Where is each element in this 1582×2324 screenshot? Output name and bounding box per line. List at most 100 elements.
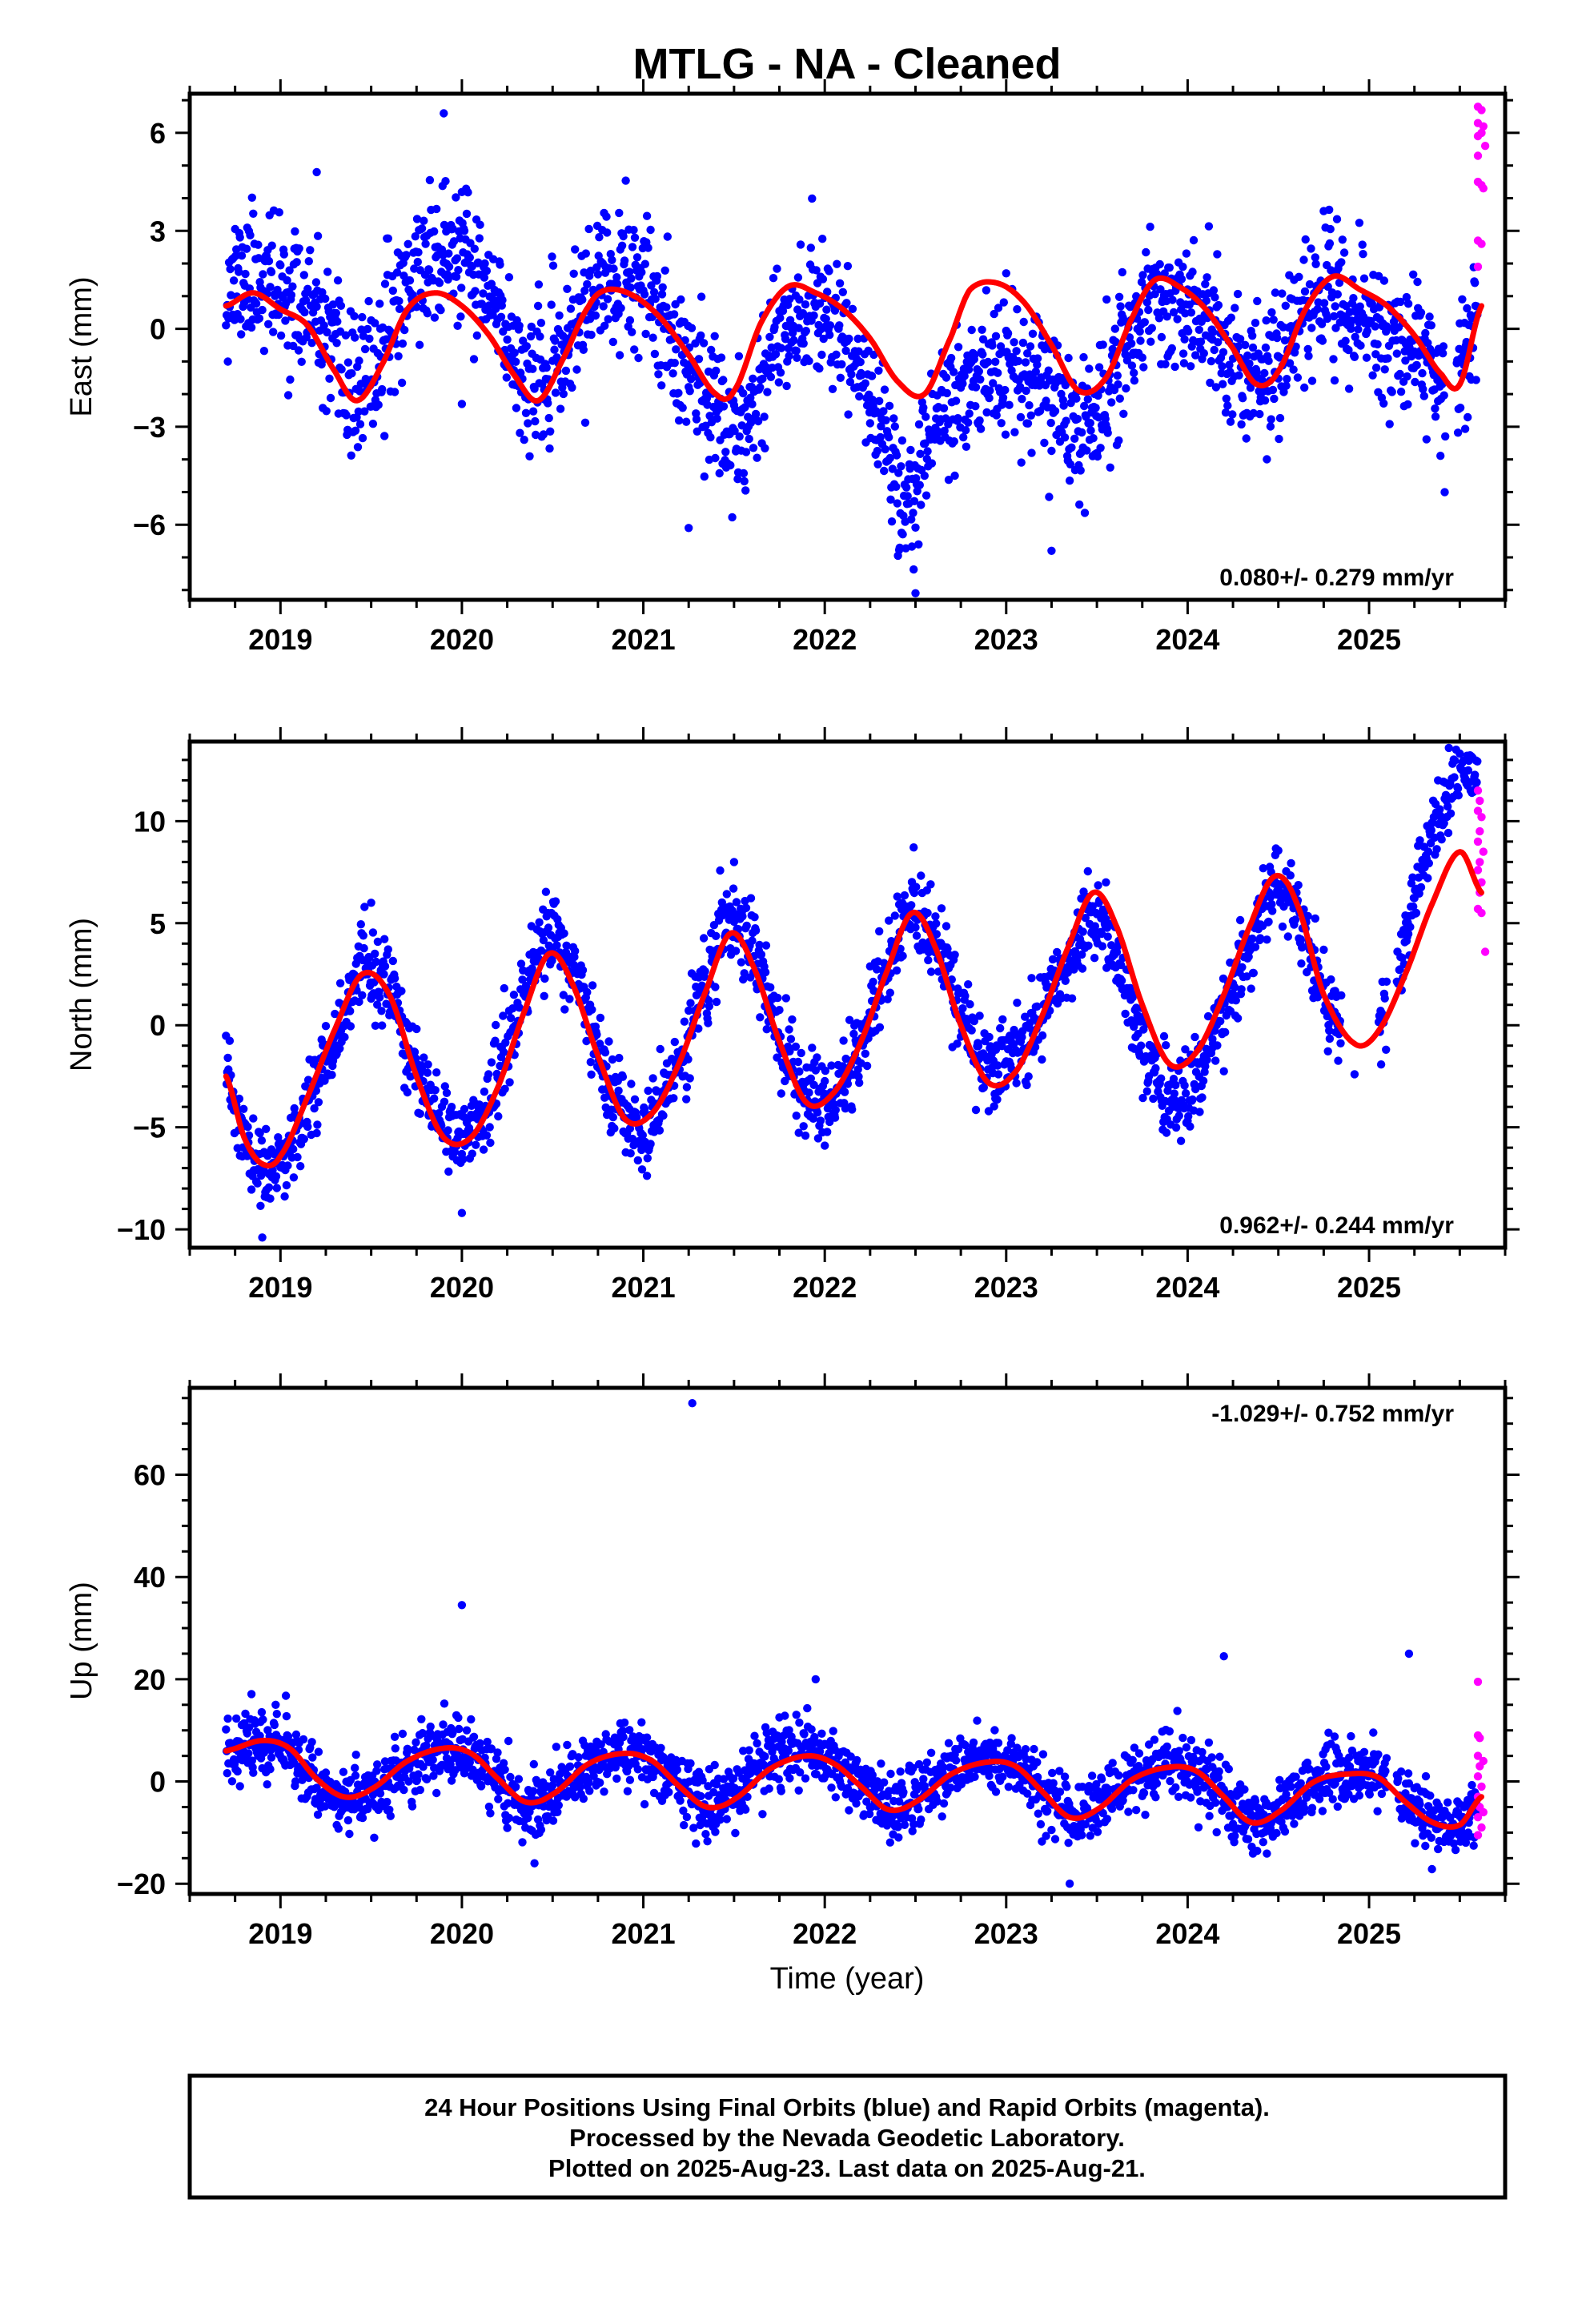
up-final-point bbox=[290, 1759, 299, 1768]
east-final-point bbox=[397, 378, 407, 388]
up-final-point bbox=[386, 1811, 395, 1820]
north-final-point bbox=[1238, 963, 1247, 972]
up-final-point bbox=[416, 1785, 424, 1795]
east-final-point bbox=[394, 352, 403, 360]
north-final-point bbox=[1243, 972, 1251, 981]
east-rapid-point bbox=[1473, 151, 1483, 160]
east-final-point bbox=[412, 215, 422, 223]
east-final-point bbox=[808, 194, 817, 203]
north-final-point bbox=[793, 1057, 803, 1067]
up-final-point bbox=[272, 1710, 281, 1719]
east-final-point bbox=[909, 565, 918, 574]
east-final-point bbox=[609, 264, 618, 273]
east-final-point bbox=[292, 258, 301, 267]
east-final-point bbox=[838, 287, 848, 296]
north-final-point bbox=[1382, 1045, 1391, 1055]
east-final-point bbox=[821, 315, 830, 324]
east-final-point bbox=[1167, 344, 1177, 353]
east-final-point bbox=[561, 366, 571, 376]
east-final-point bbox=[845, 377, 855, 387]
east-final-point bbox=[1248, 332, 1257, 340]
north-final-point bbox=[808, 1043, 817, 1052]
north-final-point bbox=[559, 991, 568, 999]
east-final-point bbox=[842, 299, 851, 308]
east-final-point bbox=[318, 287, 327, 297]
north-final-point bbox=[239, 1104, 248, 1114]
north-final-point bbox=[883, 995, 892, 1003]
east-final-point bbox=[405, 276, 415, 285]
north-final-point bbox=[942, 922, 951, 931]
north-final-point bbox=[1451, 756, 1460, 765]
east-final-point bbox=[229, 276, 239, 285]
east-final-point bbox=[873, 446, 882, 456]
east-final-point bbox=[430, 227, 439, 236]
north-final-point bbox=[900, 891, 909, 900]
north-x-tick-label: 2022 bbox=[793, 1271, 857, 1304]
east-final-point bbox=[621, 176, 630, 185]
north-final-point bbox=[1094, 881, 1102, 890]
north-final-point bbox=[243, 1122, 252, 1132]
north-final-point bbox=[1171, 1123, 1181, 1132]
north-final-point bbox=[1286, 871, 1295, 880]
east-final-point bbox=[880, 385, 889, 394]
east-final-point bbox=[1275, 434, 1283, 444]
north-final-point bbox=[964, 980, 973, 989]
up-final-point bbox=[553, 1807, 562, 1816]
north-final-point bbox=[990, 1102, 998, 1111]
up-final-point bbox=[565, 1762, 575, 1771]
north-final-point bbox=[430, 1094, 439, 1103]
north-final-point bbox=[1211, 1056, 1220, 1065]
north-final-point bbox=[440, 1097, 449, 1107]
north-final-point bbox=[716, 866, 725, 875]
north-final-point bbox=[761, 967, 770, 977]
east-final-point bbox=[1258, 376, 1267, 384]
east-final-point bbox=[640, 259, 649, 268]
east-final-point bbox=[1204, 222, 1214, 231]
east-final-point bbox=[1419, 384, 1427, 394]
east-final-point bbox=[776, 313, 785, 323]
north-rapid-point bbox=[1477, 908, 1486, 918]
east-final-point bbox=[909, 497, 919, 505]
east-final-point bbox=[351, 333, 359, 342]
east-final-point bbox=[983, 357, 993, 367]
east-final-point bbox=[1083, 395, 1093, 404]
east-final-point bbox=[1363, 327, 1372, 336]
east-final-point bbox=[1082, 446, 1091, 455]
east-final-point bbox=[1073, 414, 1082, 424]
east-final-point bbox=[713, 414, 721, 423]
east-final-point bbox=[355, 420, 365, 428]
east-final-point bbox=[1096, 444, 1105, 452]
east-final-point bbox=[301, 296, 311, 305]
east-final-point bbox=[1242, 434, 1251, 443]
east-final-point bbox=[1040, 438, 1049, 448]
up-final-point bbox=[514, 1775, 524, 1783]
east-final-point bbox=[1227, 313, 1236, 322]
north-final-point bbox=[931, 912, 940, 921]
east-final-point bbox=[1093, 452, 1102, 461]
east-final-point bbox=[1371, 364, 1381, 372]
north-final-point bbox=[821, 1076, 829, 1086]
east-final-point bbox=[504, 273, 514, 282]
east-final-point bbox=[640, 290, 649, 299]
east-final-point bbox=[805, 356, 813, 365]
east-final-point bbox=[364, 296, 373, 306]
east-final-point bbox=[1270, 394, 1279, 404]
east-final-point bbox=[440, 109, 448, 118]
east-final-point bbox=[288, 282, 297, 291]
north-final-point bbox=[1337, 991, 1346, 1000]
north-final-point bbox=[263, 1152, 272, 1160]
east-final-point bbox=[591, 311, 600, 320]
north-final-point bbox=[314, 1098, 323, 1107]
north-final-point bbox=[540, 974, 549, 983]
north-final-point bbox=[1103, 932, 1112, 941]
east-final-point bbox=[1396, 297, 1405, 307]
east-final-point bbox=[472, 331, 481, 340]
north-final-point bbox=[1327, 975, 1335, 984]
east-final-point bbox=[1260, 396, 1270, 405]
up-final-point bbox=[512, 1783, 520, 1791]
up-final-point bbox=[524, 1814, 532, 1823]
north-final-point bbox=[565, 995, 574, 1003]
east-final-point bbox=[351, 426, 360, 435]
north-final-point bbox=[403, 1088, 412, 1097]
east-final-point bbox=[1304, 352, 1313, 360]
